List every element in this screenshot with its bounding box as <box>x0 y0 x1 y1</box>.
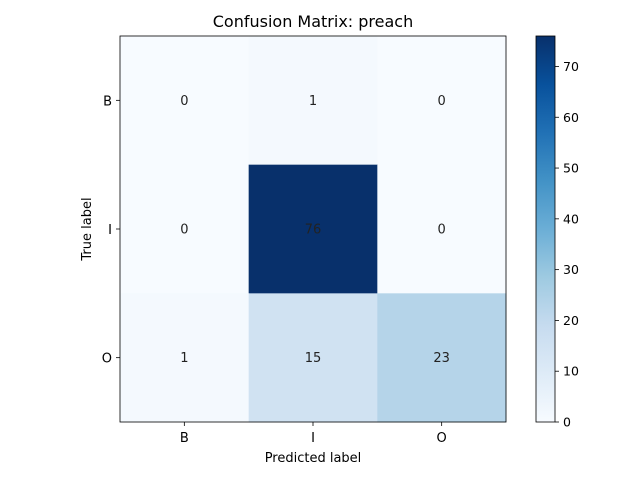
colorbar-tick-label: 60 <box>563 110 579 125</box>
heatmap-cell <box>377 36 507 166</box>
heatmap-cell-values: 0 1 0 0 76 0 1 15 23 <box>180 94 450 366</box>
cell-value-label: 1 <box>309 94 317 109</box>
colorbar-tick-label: 40 <box>563 211 579 226</box>
cell-value-label: 15 <box>305 351 322 366</box>
colorbar-tick-label: 0 <box>563 415 571 430</box>
y-tick-label: O <box>102 352 112 367</box>
heatmap-cells <box>120 36 507 423</box>
x-tick-label: O <box>437 431 447 446</box>
heatmap-cell <box>377 164 507 294</box>
colorbar <box>535 35 556 423</box>
heatmap-cell <box>248 36 378 166</box>
heatmap-cell <box>248 293 378 423</box>
heatmap-cell <box>120 36 250 166</box>
heatmap-cell <box>120 293 250 423</box>
cell-value-label: 23 <box>433 351 450 366</box>
cell-value-label: 0 <box>438 94 446 109</box>
cell-value-label: 1 <box>180 351 188 366</box>
x-tick-label: B <box>180 431 189 446</box>
y-tick-label: B <box>103 94 112 109</box>
colorbar-tick-label: 70 <box>563 59 579 74</box>
x-axis-label: Predicted label <box>265 451 362 466</box>
y-axis-ticks: B I O <box>102 94 120 367</box>
heatmap-cell <box>248 164 378 294</box>
y-axis-label: True label <box>80 197 95 261</box>
colorbar-tick-label: 50 <box>563 161 579 176</box>
x-tick-label: I <box>311 431 315 446</box>
cell-value-label: 0 <box>180 94 188 109</box>
colorbar-tick-label: 30 <box>563 262 579 277</box>
cell-value-label: 0 <box>438 223 446 238</box>
colorbar-ticks: 0 10 20 30 40 50 60 70 <box>555 59 579 430</box>
cell-value-label: 0 <box>180 223 188 238</box>
chart-title: Confusion Matrix: preach <box>213 12 414 31</box>
cell-value-label: 76 <box>305 223 322 238</box>
colorbar-tick-label: 10 <box>563 364 579 379</box>
heatmap-cell <box>120 164 250 294</box>
heatmap-cell <box>377 293 507 423</box>
colorbar-tick-label: 20 <box>563 313 579 328</box>
y-tick-label: I <box>108 223 112 238</box>
